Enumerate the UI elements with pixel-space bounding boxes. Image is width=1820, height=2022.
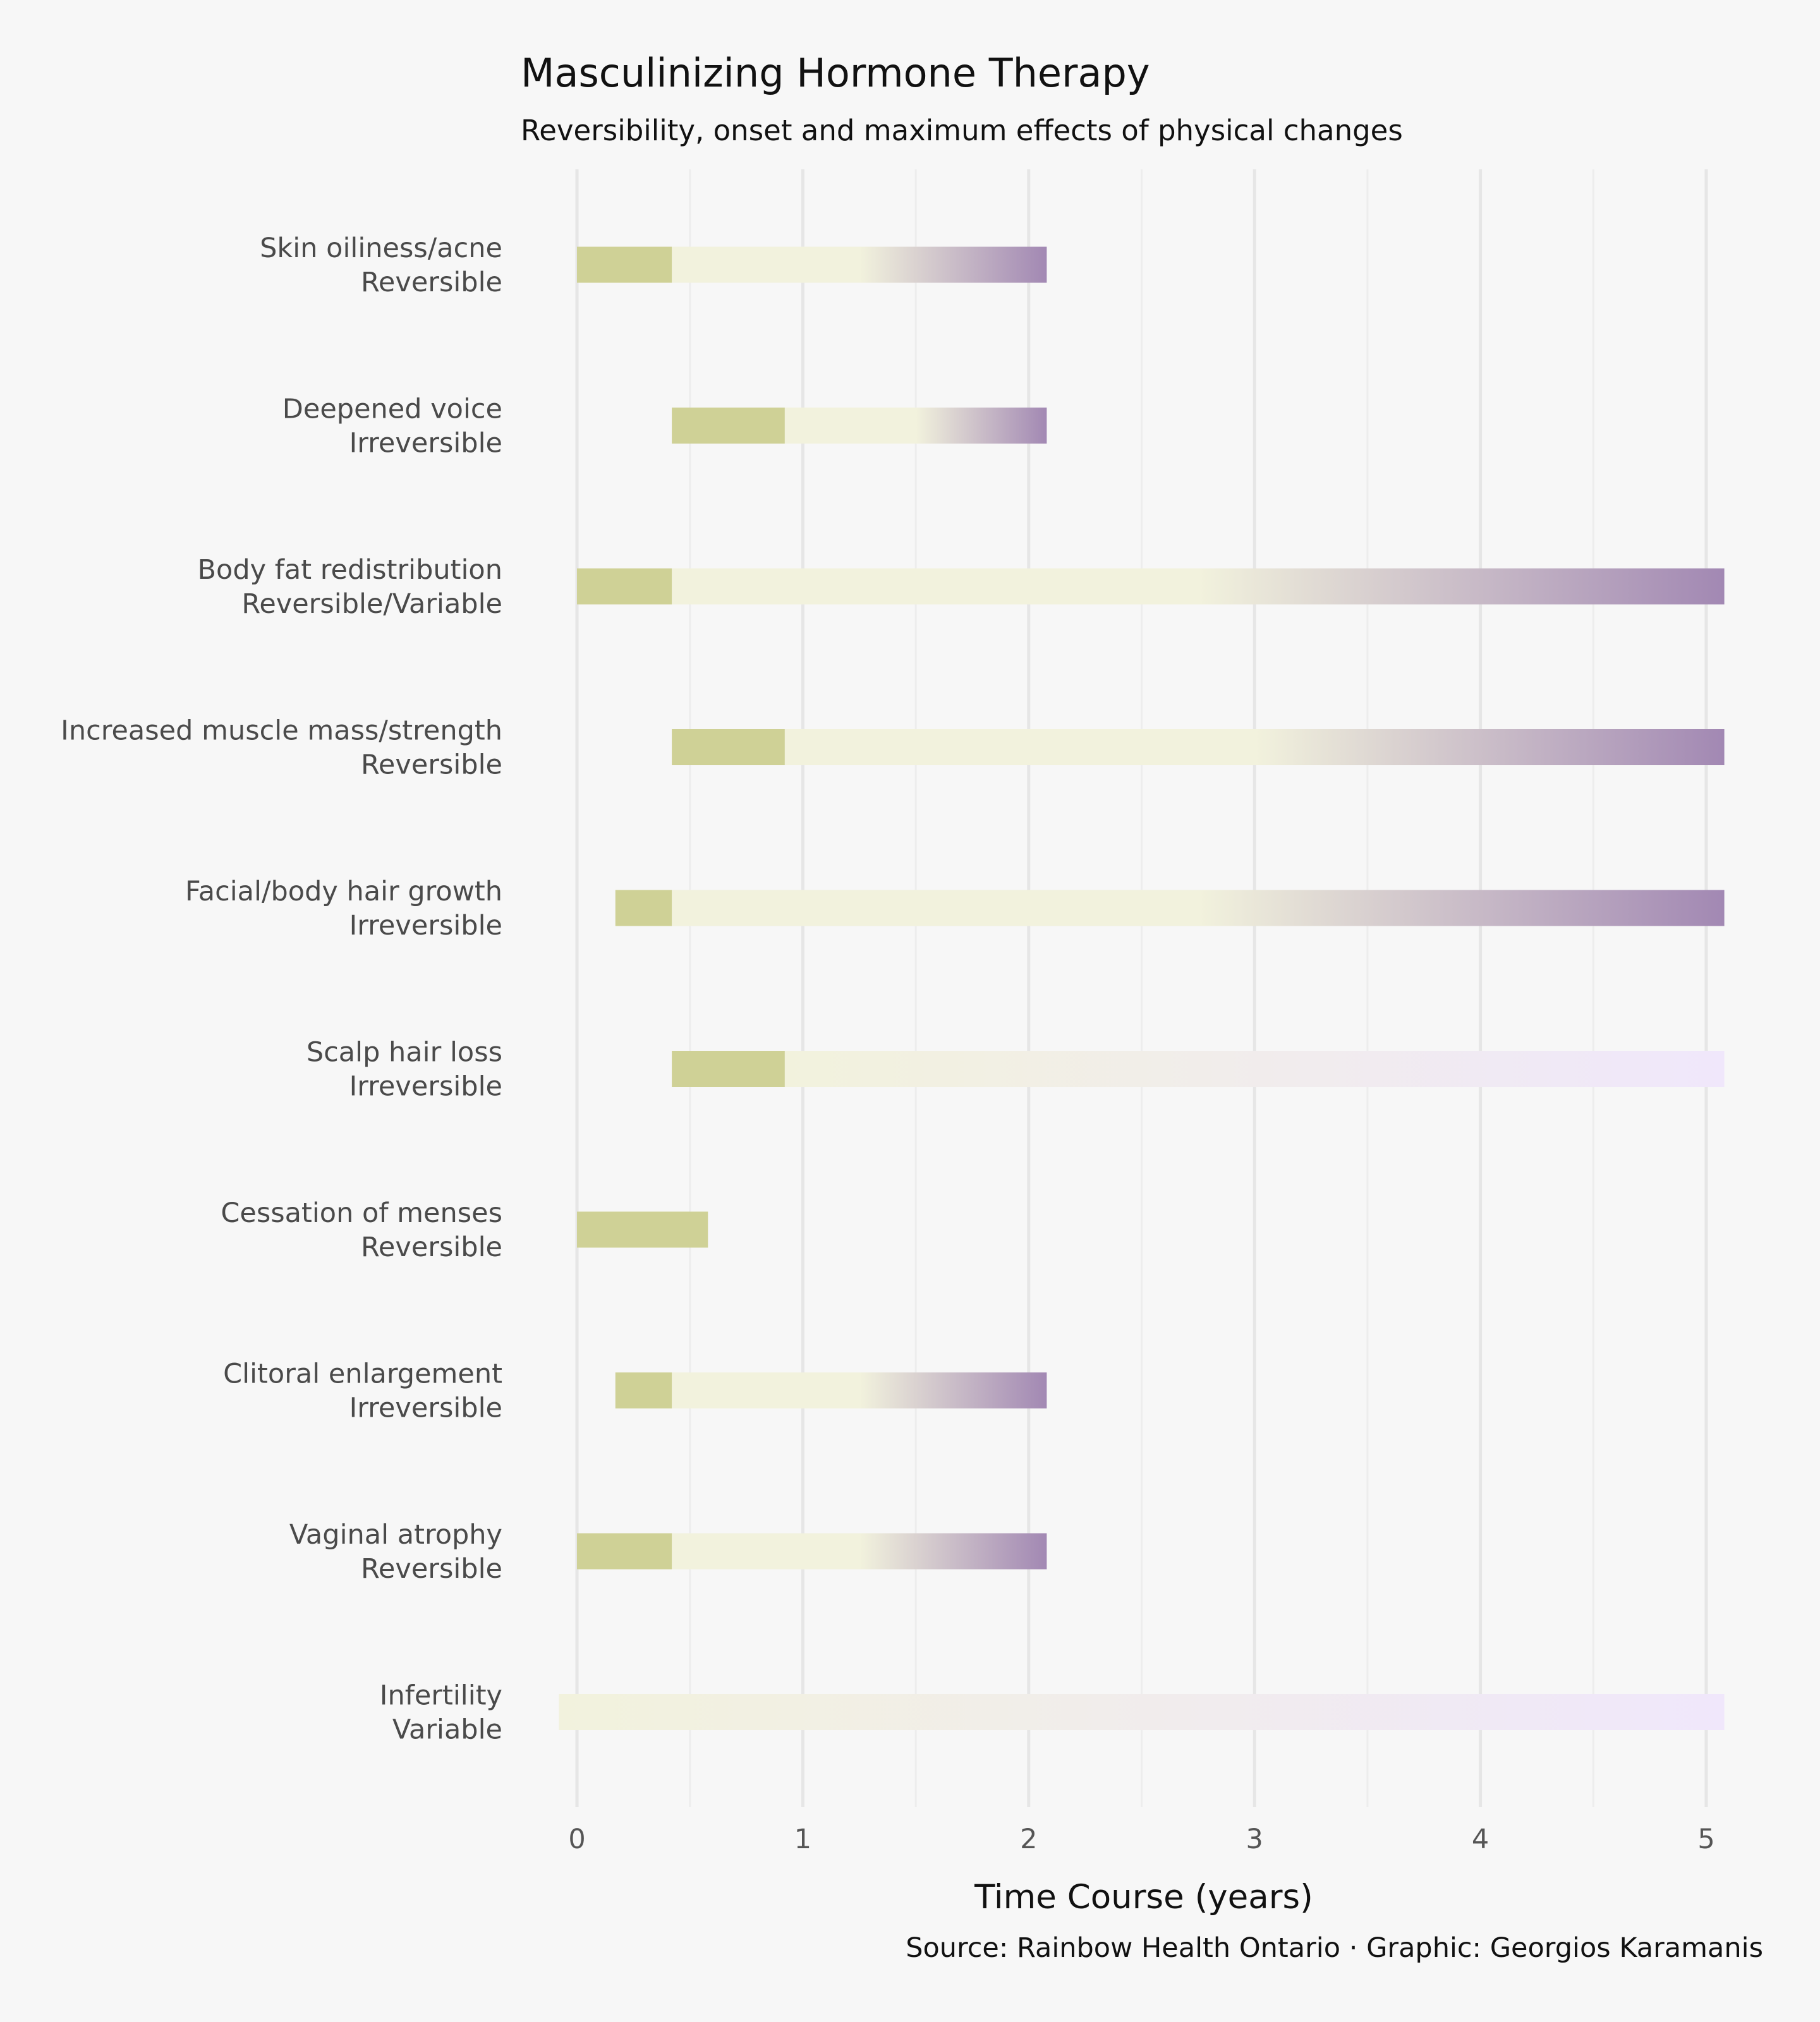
effect-label: Cessation of menses <box>221 1197 502 1229</box>
chart-title: Masculinizing Hormone Therapy <box>521 50 1150 96</box>
effect-bar <box>784 1051 1725 1087</box>
x-tick-label: 5 <box>1697 1824 1714 1855</box>
bar-row <box>577 1533 1047 1570</box>
reversibility-label: Reversible/Variable <box>241 588 502 620</box>
x-tick-label: 2 <box>1020 1824 1037 1855</box>
effect-label: Body fat redistribution <box>198 554 502 586</box>
onset-bar <box>577 1533 672 1570</box>
reversibility-label: Reversible <box>361 1232 502 1263</box>
onset-bar <box>577 246 672 283</box>
reversibility-label: Variable <box>392 1714 502 1746</box>
chart-caption: Source: Rainbow Health Ontario · Graphic… <box>906 1932 1763 1964</box>
x-tick-label: 0 <box>568 1824 585 1855</box>
reversibility-label: Irreversible <box>349 1393 502 1424</box>
effect-bar <box>672 1533 1047 1570</box>
reversibility-label: Irreversible <box>349 428 502 459</box>
bar-row <box>577 246 1047 283</box>
effect-bar <box>672 246 1047 283</box>
onset-bar <box>672 408 785 444</box>
effect-bar <box>784 408 1047 444</box>
onset-bar <box>672 1051 785 1087</box>
onset-bar <box>577 1211 708 1248</box>
effect-label: Infertility <box>380 1680 502 1712</box>
bar-row <box>615 890 1725 926</box>
effect-label: Vaginal atrophy <box>289 1519 502 1551</box>
onset-bar <box>615 890 672 926</box>
effect-bar <box>672 568 1725 605</box>
bar-row <box>672 729 1725 765</box>
effect-label: Scalp hair loss <box>306 1037 502 1069</box>
bar-row <box>577 1211 708 1248</box>
reversibility-label: Reversible <box>361 1553 502 1585</box>
effect-bar <box>784 729 1725 765</box>
effect-bar <box>559 1694 1725 1730</box>
bar-row <box>672 408 1047 444</box>
x-axis-ticks: 0 1 2 3 4 5 <box>568 1824 1714 1855</box>
x-tick-label: 3 <box>1246 1824 1263 1855</box>
reversibility-label: Reversible <box>361 267 502 298</box>
reversibility-label: Reversible <box>361 749 502 781</box>
bar-row <box>615 1372 1047 1408</box>
bar-row <box>672 1051 1725 1087</box>
effect-label: Increased muscle mass/strength <box>61 715 502 747</box>
onset-bar <box>672 729 785 765</box>
bar-row <box>577 568 1725 605</box>
effect-bar <box>672 1372 1047 1408</box>
x-tick-label: 1 <box>794 1824 811 1855</box>
bar-row <box>559 1694 1725 1730</box>
effect-label: Clitoral enlargement <box>223 1359 502 1390</box>
x-axis-label: Time Course (years) <box>974 1878 1313 1916</box>
effect-label: Skin oiliness/acne <box>260 233 502 264</box>
onset-bar <box>615 1372 672 1408</box>
bars <box>559 246 1725 1730</box>
reversibility-label: Irreversible <box>349 1071 502 1103</box>
effect-label: Facial/body hair growth <box>185 876 502 907</box>
x-tick-label: 4 <box>1472 1824 1489 1855</box>
chart-subtitle: Reversibility, onset and maximum effects… <box>521 114 1403 147</box>
effect-label: Deepened voice <box>282 394 502 425</box>
reversibility-label: Irreversible <box>349 910 502 941</box>
onset-bar <box>577 568 672 605</box>
effect-bar <box>672 890 1725 926</box>
